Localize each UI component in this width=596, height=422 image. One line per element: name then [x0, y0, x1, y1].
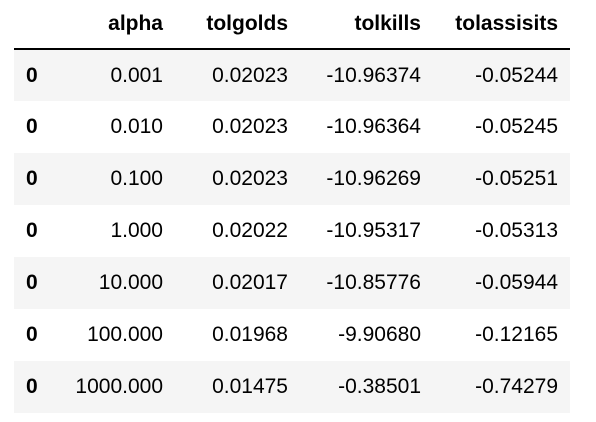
column-header-tolgolds: tolgolds	[175, 0, 300, 50]
cell-tolassisits: -0.74279	[475, 375, 558, 398]
cell-alpha: 1.000	[110, 219, 163, 242]
cell-tolgolds: 0.02023	[212, 115, 288, 138]
cell-tolassisits: -0.05944	[475, 271, 558, 294]
row-index: 0	[26, 375, 38, 398]
header-row: alpha tolgolds tolkills tolassisits	[14, 0, 570, 50]
table-row: 0 0.100 0.02023 -10.96269 -0.05251	[14, 153, 570, 205]
cell-tolgolds: 0.01968	[212, 323, 288, 346]
table-row: 0 100.000 0.01968 -9.90680 -0.12165	[14, 309, 570, 361]
cell-alpha: 10.000	[98, 271, 163, 294]
table-row: 0 0.001 0.02023 -10.96374 -0.05244	[14, 49, 570, 101]
cell-tolgolds: 0.02023	[212, 63, 288, 87]
dataframe-table: alpha tolgolds tolkills tolassisits 0 0.…	[14, 0, 570, 413]
cell-alpha: 0.100	[110, 167, 163, 190]
cell-tolgolds: 0.02017	[212, 271, 288, 294]
table-body: 0 0.001 0.02023 -10.96374 -0.05244 0 0.0…	[14, 49, 570, 413]
cell-tolassisits: -0.05245	[475, 115, 558, 138]
table-row: 0 0.010 0.02023 -10.96364 -0.05245	[14, 101, 570, 153]
column-header-alpha: alpha	[62, 0, 175, 50]
cell-tolgolds: 0.01475	[212, 375, 288, 398]
table-row: 0 1000.000 0.01475 -0.38501 -0.74279	[14, 361, 570, 413]
cell-tolgolds: 0.02023	[212, 167, 288, 190]
cell-tolkills: -10.96269	[326, 167, 421, 190]
cell-tolkills: -10.96364	[326, 115, 421, 138]
row-index: 0	[26, 63, 38, 87]
table-header: alpha tolgolds tolkills tolassisits	[14, 0, 570, 50]
column-header-tolkills: tolkills	[300, 0, 433, 50]
cell-alpha: 1000.000	[75, 375, 163, 398]
index-header	[14, 0, 62, 50]
dataframe-output: alpha tolgolds tolkills tolassisits 0 0.…	[14, 0, 570, 413]
cell-tolkills: -10.95317	[326, 219, 421, 242]
cell-alpha: 100.000	[87, 323, 163, 346]
cell-tolkills: -10.96374	[326, 63, 421, 87]
cell-alpha: 0.001	[110, 63, 163, 87]
row-index: 0	[26, 167, 38, 190]
row-index: 0	[26, 323, 38, 346]
cell-alpha: 0.010	[110, 115, 163, 138]
table-row: 0 10.000 0.02017 -10.85776 -0.05944	[14, 257, 570, 309]
row-index: 0	[26, 271, 38, 294]
cell-tolkills: -9.90680	[338, 323, 421, 346]
cell-tolkills: -0.38501	[338, 375, 421, 398]
cell-tolassisits: -0.05244	[475, 63, 558, 87]
cell-tolassisits: -0.05251	[475, 167, 558, 190]
cell-tolassisits: -0.12165	[475, 323, 558, 346]
row-index: 0	[26, 219, 38, 242]
column-header-tolassisits: tolassisits	[433, 0, 570, 50]
table-row: 0 1.000 0.02022 -10.95317 -0.05313	[14, 205, 570, 257]
cell-tolgolds: 0.02022	[212, 219, 288, 242]
cell-tolkills: -10.85776	[326, 271, 421, 294]
row-index: 0	[26, 115, 38, 138]
cell-tolassisits: -0.05313	[475, 219, 558, 242]
